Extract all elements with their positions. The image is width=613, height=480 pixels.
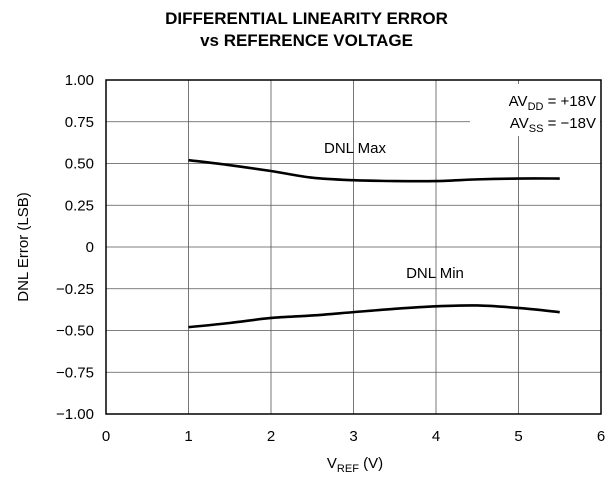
y-tick-label: −0.50 [56, 323, 94, 340]
annotation-avss-main: AV [510, 115, 529, 132]
y-tick-label: 0 [86, 239, 94, 256]
y-tick-label: −0.25 [56, 281, 94, 298]
x-axis-label-sub: REF [337, 463, 359, 475]
y-axis-label: DNL Error (LSB) [15, 192, 32, 301]
y-tick-label: 0.25 [65, 197, 94, 214]
y-axis-ticks: 1.00 0.75 0.50 0.25 0 −0.25 −0.50 −0.75 −1.00 [56, 72, 94, 423]
x-axis-label-main: V [327, 455, 337, 472]
x-tick-label: 1 [184, 428, 192, 445]
y-tick-label: −1.00 [56, 406, 94, 423]
x-tick-label: 3 [349, 428, 357, 445]
plot-frame [105, 79, 602, 415]
x-axis-label: VREF (V) [327, 455, 383, 475]
annotation-avdd-sub: DD [528, 101, 544, 113]
annotation-avdd-main: AV [509, 93, 528, 110]
annotation-avdd-suffix: = +18V [543, 93, 596, 110]
y-tick-label: 0.50 [65, 156, 94, 173]
x-tick-label: 0 [102, 428, 110, 445]
annotation-avdd: AVDD = +18V [509, 93, 596, 113]
annotation-avss-sub: SS [529, 123, 544, 135]
annotation-background [470, 84, 600, 136]
x-tick-label: 6 [597, 428, 605, 445]
series-line-dnl-min [188, 304, 560, 329]
series-label-dnl-max: DNL Max [324, 140, 386, 157]
series-label-dnl-min: DNL Min [406, 265, 464, 282]
chart-title-line2: vs REFERENCE VOLTAGE [200, 31, 413, 50]
y-tick-label: 0.75 [65, 114, 94, 131]
chart-title-line1: DIFFERENTIAL LINEARITY ERROR [165, 9, 448, 28]
x-axis-label-suffix: (V) [359, 455, 383, 472]
annotation-avss-suffix: = −18V [543, 115, 596, 132]
y-tick-label: −0.75 [56, 364, 94, 381]
x-axis-ticks: 0 1 2 3 4 5 6 [102, 428, 605, 445]
grid [106, 80, 601, 414]
x-tick-label: 5 [514, 428, 522, 445]
x-tick-label: 2 [267, 428, 275, 445]
series-group [188, 158, 560, 329]
x-tick-label: 4 [432, 428, 440, 445]
series-line-dnl-max [188, 158, 560, 183]
annotation-avss: AVSS = −18V [510, 115, 596, 135]
y-tick-label: 1.00 [65, 72, 94, 89]
